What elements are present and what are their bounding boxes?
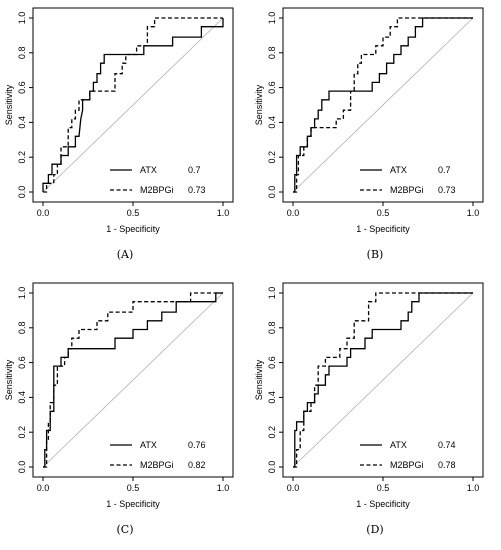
- x-axis-label: 1 - Specificity: [106, 224, 160, 234]
- legend-label-atx: ATX: [390, 440, 407, 450]
- y-tick-label: 0.2: [267, 426, 277, 439]
- reference-diagonal: [42, 17, 224, 193]
- y-tick-label: 0.0: [267, 461, 277, 474]
- legend-auc-m2bpgi: 0.73: [438, 185, 456, 195]
- y-tick-label: 0.2: [17, 426, 27, 439]
- legend-label-m2bpgi: M2BPGi: [140, 185, 174, 195]
- y-tick-label: 0.6: [267, 356, 277, 369]
- y-tick-label: 0.4: [17, 391, 27, 404]
- reference-diagonal: [292, 17, 474, 193]
- x-tick-label: 1.0: [217, 483, 230, 493]
- x-tick-label: 0.5: [377, 208, 390, 218]
- y-axis-label: Sensitivity: [254, 84, 264, 125]
- panel-label: (A): [117, 248, 134, 261]
- x-tick-label: 1.0: [467, 208, 480, 218]
- x-tick-label: 0.0: [37, 208, 50, 218]
- x-axis-label: 1 - Specificity: [356, 499, 410, 509]
- y-tick-label: 0.8: [17, 322, 27, 335]
- roc-chart-svg: 0.0 0.2 0.4 0.6 0.8 1.0 0.0 0.5 1.0 1 - Specifici…: [4, 7, 234, 261]
- x-tick-label: 0.5: [127, 208, 140, 218]
- roc-panel-b: 0.0 0.2 0.4 0.6 0.8 1.0 0.0 0.5 1.0 1 - Specifici…: [250, 0, 500, 275]
- legend-label-m2bpgi: M2BPGi: [140, 460, 174, 470]
- y-tick-label: 1.0: [17, 287, 27, 300]
- x-tick-label: 1.0: [467, 483, 480, 493]
- x-axis-label: 1 - Specificity: [356, 224, 410, 234]
- roc-curve-m2bpgi: [43, 17, 223, 193]
- y-tick-label: 0.8: [17, 47, 27, 60]
- legend-label-m2bpgi: M2BPGi: [390, 185, 424, 195]
- roc-curve-atx: [43, 292, 223, 468]
- legend-label-m2bpgi: M2BPGi: [390, 460, 424, 470]
- y-tick-label: 1.0: [267, 287, 277, 300]
- roc-panel-d: 0.0 0.2 0.4 0.6 0.8 1.0 0.0 0.5 1.0 1 - Specifici…: [250, 275, 500, 550]
- y-tick-label: 0.0: [267, 186, 277, 199]
- y-tick-label: 0.2: [267, 151, 277, 164]
- y-tick-label: 0.4: [267, 391, 277, 404]
- x-tick-label: 0.0: [287, 483, 300, 493]
- roc-curve-atx: [293, 17, 473, 193]
- roc-panel-a: 0.0 0.2 0.4 0.6 0.8 1.0 0.0 0.5 1.0 1 - Specifici…: [0, 0, 250, 275]
- legend-auc-atx: 0.7: [438, 165, 451, 175]
- legend-label-atx: ATX: [390, 165, 407, 175]
- y-tick-label: 0.6: [17, 81, 27, 94]
- y-axis-label: Sensitivity: [4, 359, 14, 400]
- y-tick-label: 0.8: [267, 47, 277, 60]
- y-tick-label: 0.6: [17, 356, 27, 369]
- y-tick-label: 0.0: [17, 186, 27, 199]
- y-tick-label: 0.0: [17, 461, 27, 474]
- legend-label-atx: ATX: [140, 440, 157, 450]
- x-tick-label: 0.0: [37, 483, 50, 493]
- y-axis-label: Sensitivity: [4, 84, 14, 125]
- x-axis-label: 1 - Specificity: [106, 499, 160, 509]
- panel-label: (B): [367, 248, 384, 261]
- roc-panel-c: 0.0 0.2 0.4 0.6 0.8 1.0 0.0 0.5 1.0 1 - Specifici…: [0, 275, 250, 550]
- roc-curve-m2bpgi: [293, 17, 473, 193]
- x-tick-label: 0.5: [377, 483, 390, 493]
- roc-curve-m2bpgi: [43, 292, 223, 468]
- reference-diagonal: [42, 292, 224, 468]
- legend-auc-m2bpgi: 0.78: [438, 460, 456, 470]
- legend-auc-m2bpgi: 0.82: [188, 460, 206, 470]
- y-tick-label: 1.0: [17, 12, 27, 25]
- y-tick-label: 0.6: [267, 81, 277, 94]
- x-tick-label: 1.0: [217, 208, 230, 218]
- roc-chart-svg: 0.0 0.2 0.4 0.6 0.8 1.0 0.0 0.5 1.0 1 - Specifici…: [254, 282, 484, 536]
- reference-diagonal: [292, 292, 474, 468]
- roc-chart-svg: 0.0 0.2 0.4 0.6 0.8 1.0 0.0 0.5 1.0 1 - Specifici…: [4, 282, 234, 536]
- roc-chart-svg: 0.0 0.2 0.4 0.6 0.8 1.0 0.0 0.5 1.0 1 - Specifici…: [254, 7, 484, 261]
- legend-auc-atx: 0.76: [188, 440, 206, 450]
- x-tick-label: 0.0: [287, 208, 300, 218]
- legend-auc-m2bpgi: 0.73: [188, 185, 206, 195]
- panel-label: (C): [117, 523, 134, 536]
- y-tick-label: 0.4: [17, 116, 27, 129]
- y-axis-label: Sensitivity: [254, 359, 264, 400]
- x-tick-label: 0.5: [127, 483, 140, 493]
- y-tick-label: 0.8: [267, 322, 277, 335]
- y-tick-label: 1.0: [267, 12, 277, 25]
- panel-label: (D): [366, 523, 383, 536]
- y-tick-label: 0.2: [17, 151, 27, 164]
- legend-label-atx: ATX: [140, 165, 157, 175]
- legend-auc-atx: 0.74: [438, 440, 456, 450]
- legend-auc-atx: 0.7: [188, 165, 201, 175]
- y-tick-label: 0.4: [267, 116, 277, 129]
